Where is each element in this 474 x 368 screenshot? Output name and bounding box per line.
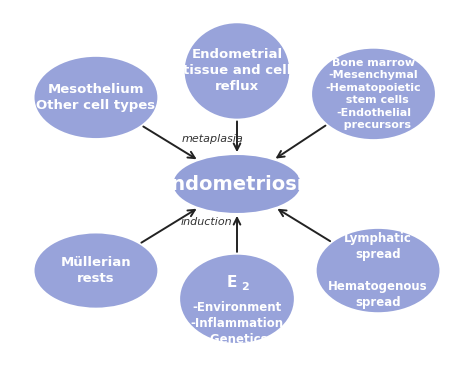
Ellipse shape xyxy=(185,23,289,118)
Ellipse shape xyxy=(35,233,157,308)
Text: Lymphatic
spread

Hematogenous
spread: Lymphatic spread Hematogenous spread xyxy=(328,232,428,309)
Ellipse shape xyxy=(180,255,294,343)
Ellipse shape xyxy=(173,155,301,213)
Text: Müllerian
rests: Müllerian rests xyxy=(61,256,131,285)
Text: Endometriosis: Endometriosis xyxy=(159,174,315,194)
Text: Endometrial
tissue and cell
reflux: Endometrial tissue and cell reflux xyxy=(183,49,291,93)
Text: 2: 2 xyxy=(241,282,249,292)
Text: Bone marrow
-Mesenchymal
-Hematopoietic
  stem cells
-Endothelial
  precursors: Bone marrow -Mesenchymal -Hematopoietic … xyxy=(326,58,421,130)
Text: -Environment
-Inflammation
-Genetics: -Environment -Inflammation -Genetics xyxy=(191,301,283,346)
Ellipse shape xyxy=(317,229,439,312)
Text: induction: induction xyxy=(181,217,232,227)
Text: E: E xyxy=(227,275,237,290)
Text: Mesothelium
Other cell types: Mesothelium Other cell types xyxy=(36,83,155,112)
Ellipse shape xyxy=(312,49,435,139)
Ellipse shape xyxy=(35,57,157,138)
Text: metaplasia: metaplasia xyxy=(182,134,243,144)
